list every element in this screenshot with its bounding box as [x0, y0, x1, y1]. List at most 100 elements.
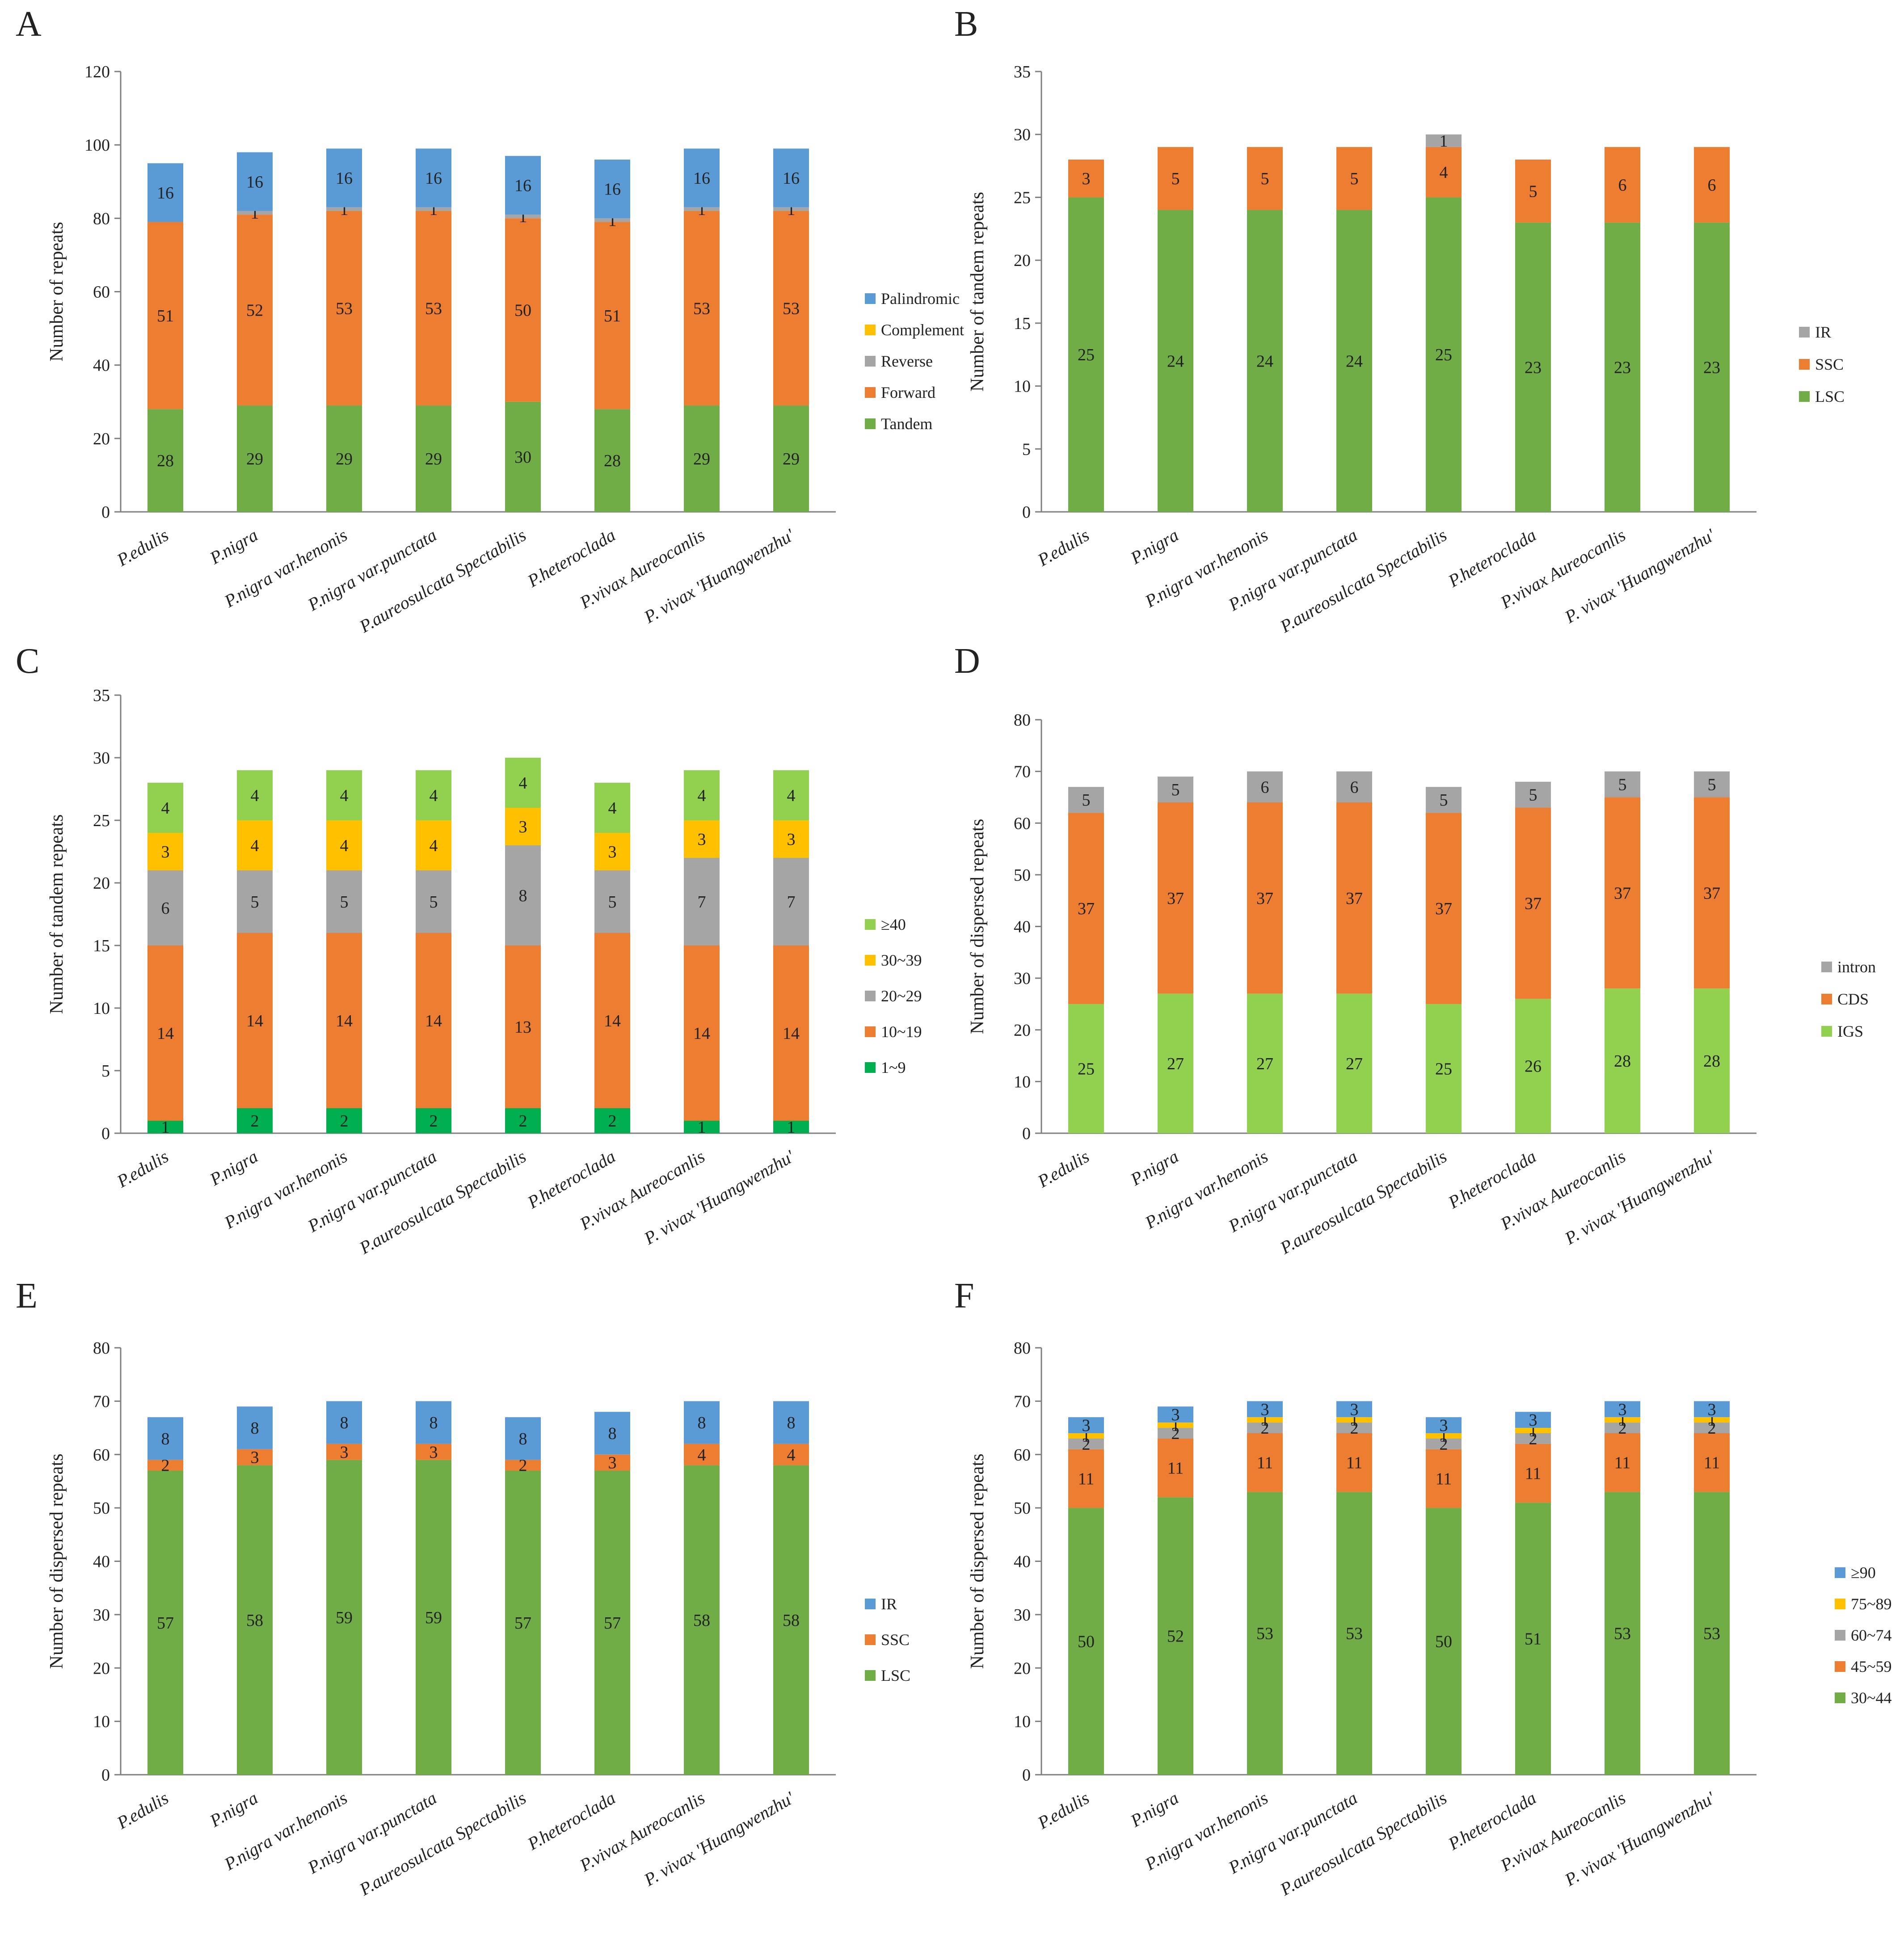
panel-b-legend-label: IR — [1815, 323, 1831, 341]
panel-f-y-tick-label: 40 — [1014, 1553, 1031, 1571]
panel-f-y-tick-label: 10 — [1014, 1713, 1031, 1731]
panel-c-y-tick-label: 0 — [101, 1124, 110, 1143]
panel-d-data-label: 5 — [1440, 791, 1448, 810]
panel-f-letter: F — [954, 1276, 974, 1316]
panel-e-legend: IR SSC LSC — [865, 1595, 910, 1684]
panel-b-data-label: 4 — [1440, 163, 1448, 182]
panel-f-data-label: 3 — [1350, 1400, 1359, 1419]
panel-e-data-label: 58 — [246, 1611, 263, 1630]
panel-b-bar-segment — [1158, 210, 1193, 512]
panel-d-data-label: 28 — [1614, 1052, 1631, 1071]
panel-e-data-label: 8 — [161, 1430, 170, 1448]
panel-a-data-label: 16 — [246, 173, 263, 191]
panel-e-bar-segment — [326, 1460, 362, 1775]
panel-d-y-tick-label: 60 — [1014, 814, 1031, 833]
panel-f-bar-segment — [1068, 1508, 1104, 1775]
panel-b-bar-segment — [1247, 147, 1283, 210]
panel-c-data-label: 3 — [519, 818, 527, 836]
panel-a-data-label: 16 — [693, 169, 710, 188]
panel-b-y-tick-label: 15 — [1014, 314, 1031, 333]
panel-e-y-tick-label: 60 — [93, 1446, 110, 1464]
panel-f-bar-segment — [1068, 1449, 1104, 1508]
panel-d-bar-group: 28 37 5 — [1605, 771, 1640, 1133]
panel-f-bar-segment — [1426, 1433, 1462, 1439]
panel-b-bar-segment — [1336, 210, 1372, 512]
panel-c-data-label: 7 — [787, 893, 796, 911]
panel-e-data-label: 58 — [783, 1611, 800, 1630]
panel-e-data-label: 8 — [340, 1414, 349, 1432]
panel-e-data-label: 59 — [425, 1608, 442, 1627]
panel-c-bar-segment — [684, 770, 720, 820]
panel-b-y-tick-label: 10 — [1014, 377, 1031, 396]
panel-b-bar-group: 23 6 — [1694, 147, 1730, 512]
panel-e-data-label: 3 — [608, 1454, 617, 1473]
panel-d-data-label: 27 — [1346, 1055, 1363, 1073]
panel-c-data-label: 4 — [251, 786, 259, 805]
panel-c-legend-label: ≥40 — [881, 916, 906, 933]
panel-d-bar-segment — [1605, 771, 1640, 798]
panel-d-data-label: 28 — [1703, 1052, 1720, 1071]
panel-a-bar-segment — [773, 207, 809, 211]
panel-c-bar-segment — [237, 770, 273, 820]
panel-f-data-label: 50 — [1435, 1633, 1452, 1651]
panel-f-y-tick-label: 20 — [1014, 1659, 1031, 1678]
panel-b-data-label: 24 — [1167, 352, 1184, 371]
panel-e-letter: E — [16, 1276, 38, 1316]
panel-e-bar-segment — [326, 1401, 362, 1444]
panel-a-bar-segment — [326, 405, 362, 512]
panel-c-bar-segment — [326, 1108, 362, 1133]
panel-b-legend-label: SSC — [1815, 355, 1844, 373]
panel-c-bar-group: 2 14 5 4 4 — [237, 770, 273, 1133]
panel-c-legend-label: 1~9 — [881, 1059, 906, 1076]
panel-f-bar-segment — [1605, 1417, 1640, 1423]
panel-b-bar-segment — [1426, 197, 1462, 512]
panel-e-bar-segment — [237, 1465, 273, 1775]
panel-c-data-label: 13 — [514, 1018, 531, 1037]
panel-f-legend-swatch — [1835, 1630, 1845, 1641]
panel-f-y-tick-label: 80 — [1014, 1339, 1031, 1358]
panel-a-bar-segment — [237, 405, 273, 512]
panel-d-data-label: 5 — [1618, 776, 1627, 794]
panel-d-bar-segment — [1605, 988, 1640, 1133]
panel-f-bar-segment — [1247, 1422, 1283, 1433]
panel-e-bar-group: 58 3 8 — [237, 1406, 273, 1775]
panel-e-bar-group: 58 4 8 — [684, 1401, 720, 1775]
panel-c-bar-segment — [594, 933, 630, 1108]
panel-b-bar-segment — [1247, 210, 1283, 512]
panel-a-bar-segment — [326, 207, 362, 211]
panel-c-data-label: 1 — [698, 1118, 706, 1137]
panel-f-data-label: 2 — [1171, 1424, 1180, 1443]
panel-c-data-label: 4 — [787, 786, 796, 805]
panel-d-bar-group: 27 37 6 — [1247, 771, 1283, 1133]
panel-a-legend-swatch — [865, 387, 876, 398]
panel-d-legend-label: IGS — [1837, 1022, 1863, 1040]
panel-d-bar-segment — [1336, 802, 1372, 994]
panel-d-bar-segment — [1247, 993, 1283, 1133]
panel-c-bar-segment — [505, 1108, 541, 1133]
panel-a-y-tick-label: 0 — [101, 503, 110, 522]
panel-d-data-label: 37 — [1435, 899, 1452, 918]
panel-f-data-label: 3 — [1529, 1411, 1538, 1430]
panel-b-data-label: 25 — [1435, 346, 1452, 364]
panel-e-legend-swatch — [865, 1670, 876, 1681]
panel-a-data-label: 30 — [514, 448, 531, 467]
panel-e-y-tick-label: 0 — [101, 1766, 110, 1785]
panel-f-bar-segment — [1694, 1401, 1730, 1418]
panel-f-bar-segment — [1515, 1502, 1551, 1775]
panel-c-bar-segment — [773, 820, 809, 858]
panel-b-bar-segment — [1336, 147, 1372, 210]
panel-e-legend-swatch — [865, 1599, 876, 1609]
panel-a-bar-segment — [237, 215, 273, 405]
panel-d-bar-segment — [1068, 813, 1104, 1004]
panel-c-data-label: 7 — [698, 893, 706, 911]
panel-f-data-label: 11 — [1525, 1464, 1542, 1483]
panel-a-data-label: 52 — [246, 301, 263, 320]
panel-c-y-tick-label: 35 — [93, 686, 110, 705]
panel-b-legend-label: LSC — [1815, 388, 1845, 405]
panel-c-data-label: 14 — [783, 1024, 800, 1043]
panel-e-bar-segment — [594, 1470, 630, 1775]
panel-f-bar-segment — [1068, 1433, 1104, 1439]
panel-b-legend-swatch — [1799, 391, 1810, 402]
panel-e-bar-segment — [594, 1454, 630, 1471]
